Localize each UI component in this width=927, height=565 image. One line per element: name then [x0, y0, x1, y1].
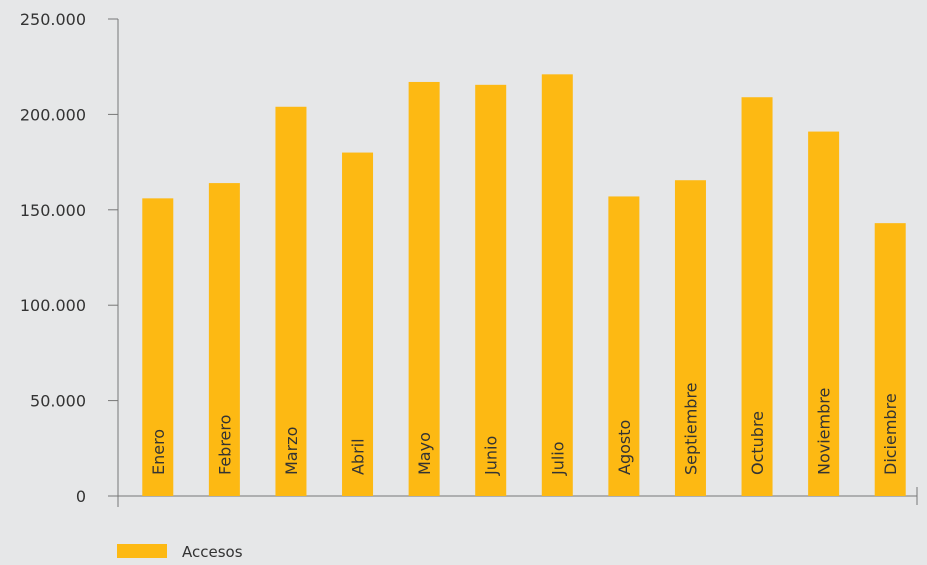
- category-label-diciembre: Diciembre: [881, 393, 900, 475]
- y-tick-label: 50.000: [30, 392, 86, 411]
- category-labels: Enero Febrero Marzo Abril Mayo Junio Julio Agos…: [149, 382, 900, 476]
- y-tick-label: 150.000: [20, 201, 86, 220]
- bar-julio: [541, 74, 573, 496]
- bar-marzo: [275, 106, 307, 496]
- bar-septiembre: [674, 180, 706, 496]
- category-label-agosto: Agosto: [615, 420, 634, 475]
- category-label-febrero: Febrero: [215, 415, 234, 475]
- bar-noviembre: [808, 131, 840, 496]
- category-label-octubre: Octubre: [748, 411, 767, 475]
- x-axis: [118, 487, 918, 505]
- legend-label-accesos: Accesos: [182, 543, 243, 561]
- category-label-julio: Julio: [548, 441, 567, 476]
- bar-mayo: [408, 81, 440, 497]
- legend: Accesos: [117, 543, 243, 561]
- bar-agosto: [608, 196, 640, 496]
- category-label-abril: Abril: [349, 438, 368, 475]
- bar-febrero: [208, 183, 240, 496]
- category-label-enero: Enero: [149, 429, 168, 475]
- bars: [142, 74, 906, 497]
- y-tick-label: 0: [76, 487, 86, 506]
- category-label-septiembre: Septiembre: [681, 382, 700, 475]
- category-label-mayo: Mayo: [415, 432, 434, 475]
- bar-diciembre: [874, 223, 906, 496]
- category-label-marzo: Marzo: [282, 427, 301, 475]
- bar-octubre: [741, 97, 773, 496]
- y-tick-label: 200.000: [20, 105, 86, 124]
- category-label-noviembre: Noviembre: [815, 388, 834, 475]
- legend-swatch-accesos: [117, 544, 167, 558]
- y-tick-label: 250.000: [20, 10, 86, 29]
- category-label-junio: Junio: [482, 436, 501, 476]
- bar-junio: [475, 84, 507, 497]
- bar-enero: [142, 198, 174, 497]
- bar-abril: [342, 152, 374, 496]
- y-axis: 0 50.000 100.000 150.000 200.000 250.000: [20, 10, 119, 507]
- y-tick-label: 100.000: [20, 296, 86, 315]
